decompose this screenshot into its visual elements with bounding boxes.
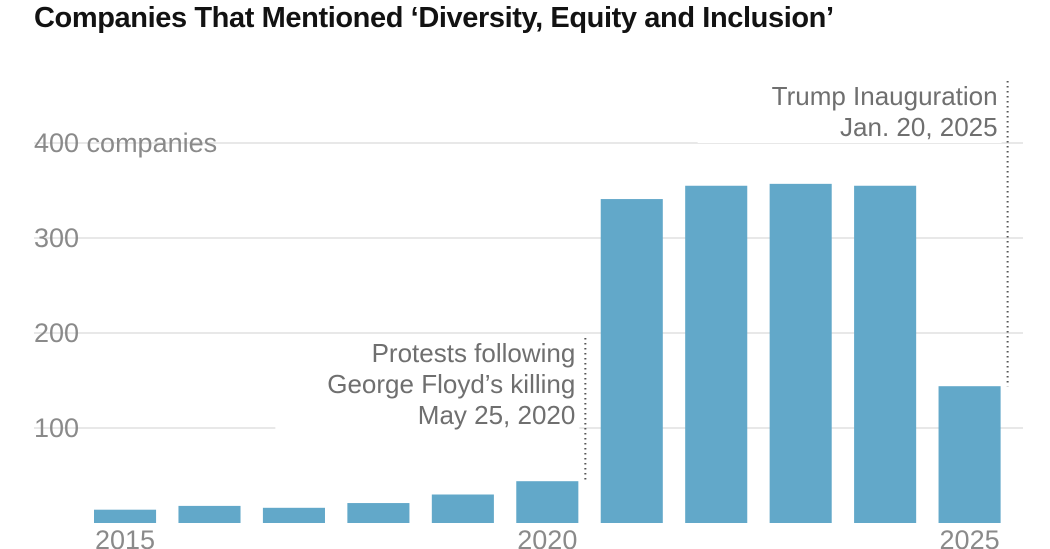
x-tick-label: 2015 (95, 525, 155, 549)
annotation-text: Protests following (372, 338, 576, 368)
bar-2017 (262, 507, 325, 523)
chart-title: Companies That Mentioned ‘Diversity, Equ… (34, 2, 834, 34)
y-tick-label: 100 (34, 413, 79, 443)
annotation-text: Jan. 20, 2025 (840, 112, 998, 142)
y-tick-label: 200 (34, 318, 79, 348)
annotation-background (697, 77, 1002, 143)
x-tick-label: 2020 (517, 525, 577, 549)
bars (94, 183, 1001, 524)
y-tick-label: 300 (34, 223, 79, 253)
bar-2024 (854, 185, 917, 523)
bar-2022 (685, 185, 748, 523)
bar-2023 (769, 183, 832, 523)
annotation-text: Trump Inauguration (772, 81, 998, 111)
bar-2025 (938, 386, 1001, 523)
bar-2016 (178, 505, 241, 523)
annotation-text: May 25, 2020 (418, 400, 576, 430)
bar-2018 (347, 503, 410, 523)
bar-2019 (431, 494, 494, 523)
bar-2015 (94, 509, 157, 523)
x-axis-labels: 2015 2020 2025 (95, 525, 1000, 549)
bar-2020 (516, 481, 579, 523)
bar-2021 (600, 199, 663, 524)
y-tick-label: 400 companies (34, 128, 217, 158)
y-axis-labels: 100 200 300 400 companies (34, 128, 217, 443)
x-tick-label: 2025 (940, 525, 1000, 549)
annotation-background (275, 334, 580, 431)
annotation-text: George Floyd’s killing (327, 369, 575, 399)
